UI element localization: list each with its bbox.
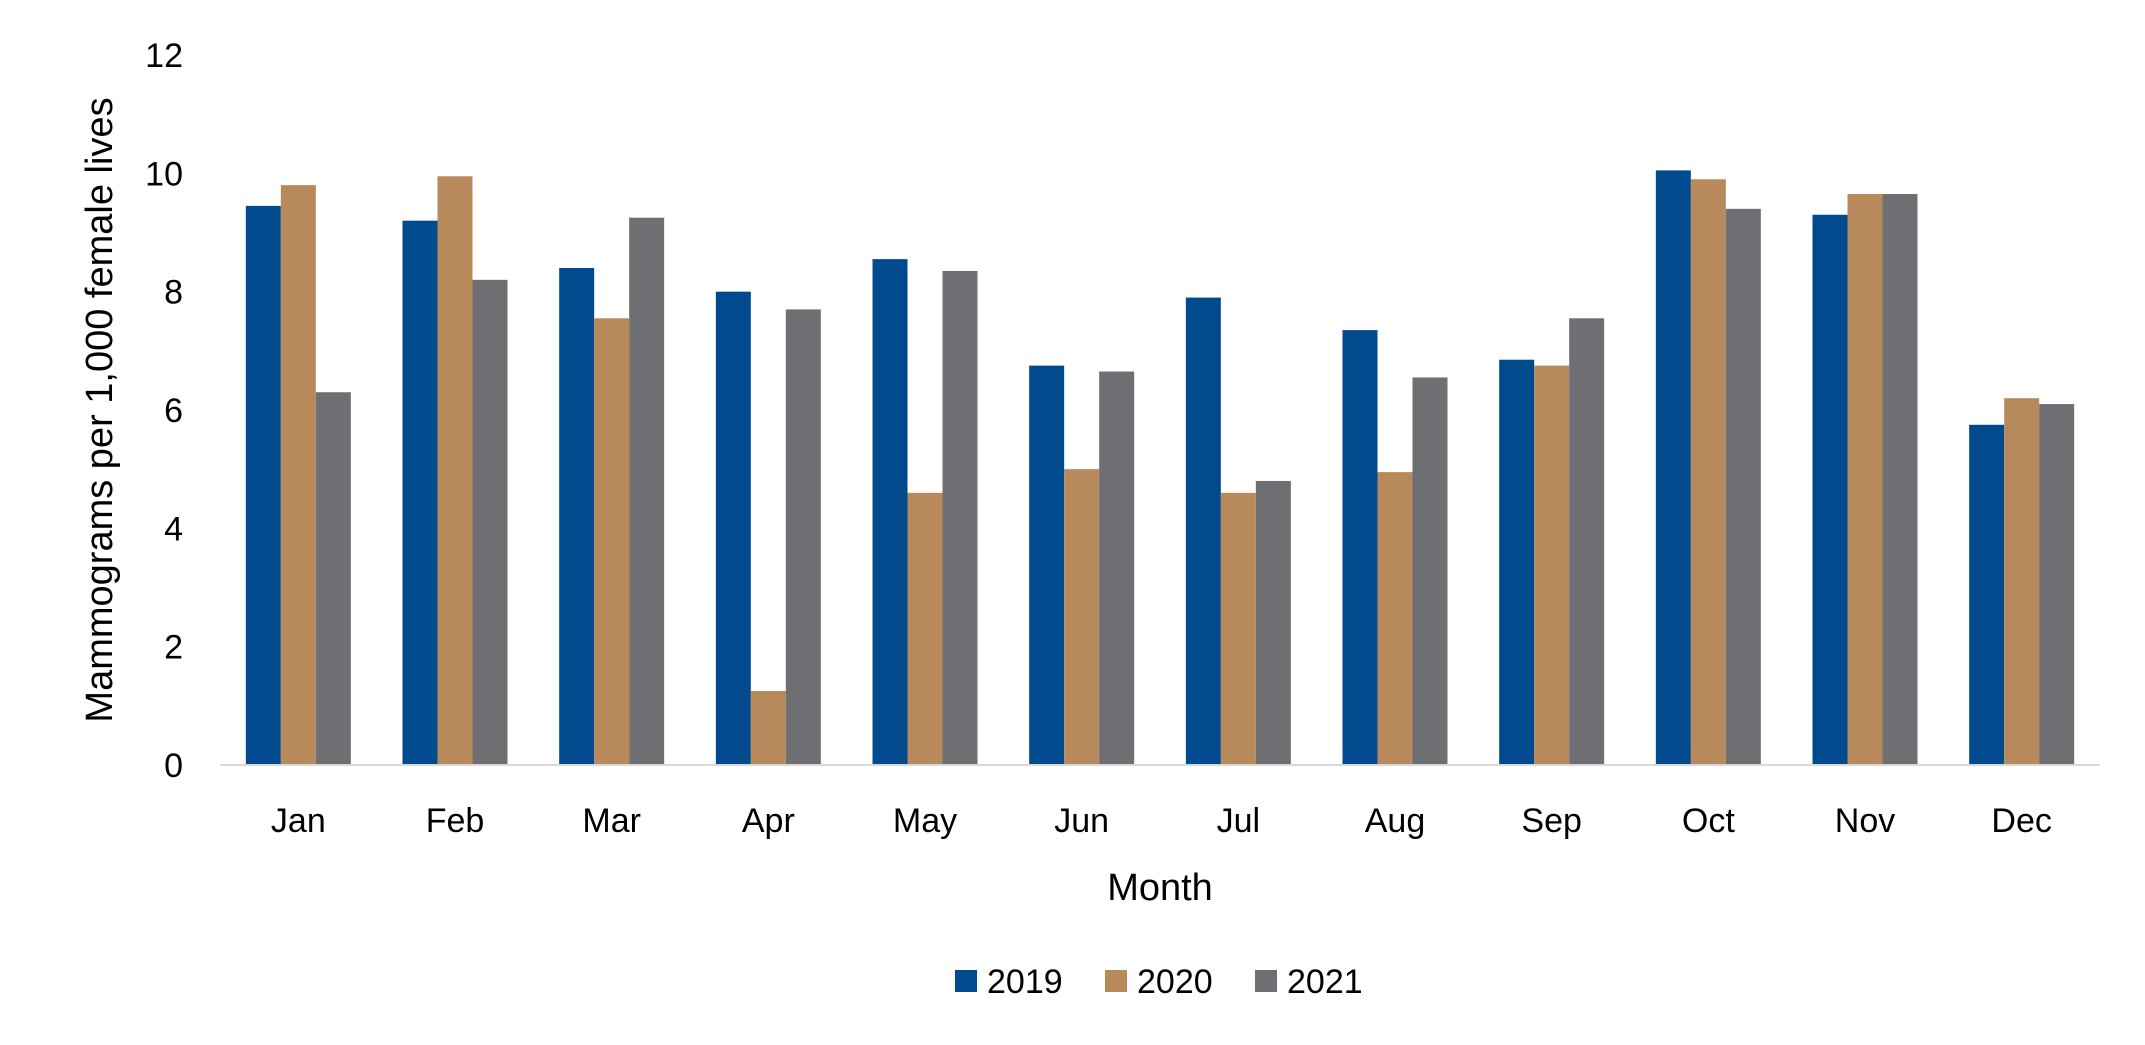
bar-2020-jan — [280, 185, 316, 765]
bar-2021-jun — [1099, 371, 1135, 765]
bar-2019-sep — [1499, 359, 1535, 765]
y-axis-title: Mammograms per 1,000 female lives — [79, 97, 121, 722]
bar-2019-may — [872, 259, 908, 765]
bar-2020-jul — [1220, 492, 1256, 765]
y-tick-label: 0 — [164, 747, 183, 785]
bar-2021-feb — [472, 279, 508, 765]
legend-item-2020: 2020 — [1105, 963, 1213, 1001]
bars-layer — [245, 170, 2075, 766]
bar-2021-nov — [1882, 194, 1918, 765]
bar-2019-jul — [1185, 297, 1221, 765]
x-tick-label-apr: Apr — [742, 802, 795, 840]
bar-2019-aug — [1342, 330, 1378, 765]
bar-2021-aug — [1412, 377, 1448, 765]
bar-2020-feb — [437, 176, 473, 765]
bar-2019-jan — [245, 205, 281, 765]
x-tick-label-nov: Nov — [1835, 802, 1895, 840]
y-tick-label: 2 — [164, 629, 183, 667]
bar-2019-apr — [715, 291, 751, 765]
bar-2021-mar — [629, 217, 665, 766]
x-tick-label-may: May — [893, 802, 957, 840]
bar-2020-dec — [2004, 398, 2040, 765]
bar-2019-mar — [559, 268, 595, 765]
bar-2021-oct — [1725, 208, 1761, 766]
x-axis-title: Month — [1107, 867, 1213, 909]
bar-2019-feb — [402, 220, 438, 765]
y-tick-label: 6 — [164, 392, 183, 430]
legend-label-2020: 2020 — [1137, 963, 1213, 1001]
legend-swatch-2019 — [955, 970, 977, 992]
bar-2020-aug — [1377, 472, 1413, 765]
x-tick-label-jul: Jul — [1217, 802, 1260, 840]
bar-2019-dec — [1969, 424, 2005, 765]
legend-swatch-2020 — [1105, 970, 1127, 992]
x-axis-ticks: Jan Feb Mar Apr May Jun Jul Aug Sep Oct Nov Dec — [271, 802, 2052, 840]
x-tick-label-jan: Jan — [271, 802, 326, 840]
bar-2020-nov — [1847, 194, 1883, 765]
y-tick-label: 12 — [145, 37, 183, 75]
y-tick-label: 4 — [164, 510, 183, 548]
x-tick-label-oct: Oct — [1682, 802, 1735, 840]
bar-2020-sep — [1534, 365, 1570, 765]
legend-label-2019: 2019 — [987, 963, 1063, 1001]
legend-swatch-2021 — [1255, 970, 1277, 992]
bar-2020-mar — [594, 318, 630, 765]
legend-label-2021: 2021 — [1287, 963, 1363, 1001]
bar-2019-oct — [1655, 170, 1691, 765]
bar-2020-oct — [1690, 179, 1726, 765]
y-axis-ticks: 0 2 4 6 8 10 12 — [145, 37, 183, 785]
bar-2021-sep — [1569, 318, 1605, 765]
x-tick-label-dec: Dec — [1991, 802, 2051, 840]
legend: 2019 2020 2021 — [955, 963, 1363, 1001]
x-tick-label-feb: Feb — [426, 802, 485, 840]
bar-2021-jul — [1255, 481, 1291, 765]
bar-2020-may — [907, 492, 943, 765]
legend-item-2021: 2021 — [1255, 963, 1363, 1001]
x-tick-label-sep: Sep — [1521, 802, 1582, 840]
x-tick-label-mar: Mar — [582, 802, 641, 840]
bar-2020-apr — [750, 691, 786, 765]
x-tick-label-aug: Aug — [1365, 802, 1426, 840]
bar-2021-jan — [315, 392, 351, 765]
y-tick-label: 8 — [164, 274, 183, 312]
legend-item-2019: 2019 — [955, 963, 1063, 1001]
bar-2019-nov — [1812, 214, 1848, 765]
bar-2021-apr — [785, 309, 821, 765]
bar-2021-dec — [2039, 404, 2075, 765]
bar-2020-jun — [1064, 469, 1100, 765]
y-tick-label: 10 — [145, 155, 183, 193]
x-tick-label-jun: Jun — [1054, 802, 1109, 840]
bar-2019-jun — [1029, 365, 1065, 765]
bar-2021-may — [942, 270, 978, 765]
